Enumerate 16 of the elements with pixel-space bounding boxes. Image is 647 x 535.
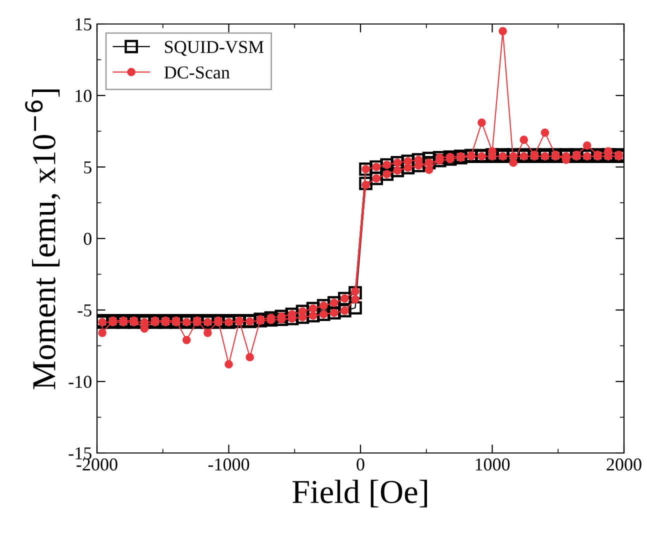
y-tick-label: -15 (68, 447, 92, 460)
x-tick-label: 1000 (476, 458, 510, 471)
legend-label: DC-Scan (164, 66, 230, 79)
y-tick-label: 5 (84, 161, 92, 174)
x-tick-label: -1000 (208, 458, 250, 471)
x-tick-label: -2000 (76, 458, 118, 471)
y-axis-title: Moment [emu, x10$^{−6}$] (25, 89, 60, 390)
x-tick-label: 2000 (606, 458, 642, 471)
y-tick-label: -10 (68, 376, 92, 388)
y-tick-label: 0 (84, 232, 92, 245)
legend-label: SQUID-VSM (165, 40, 264, 56)
y-tick-label: 10 (76, 90, 92, 102)
y-tick-label: 15 (76, 18, 92, 30)
x-axis-title: Field [Oe] (292, 480, 427, 508)
y-tick-label: -5 (78, 304, 92, 316)
x-tick-label: 0 (356, 458, 364, 471)
